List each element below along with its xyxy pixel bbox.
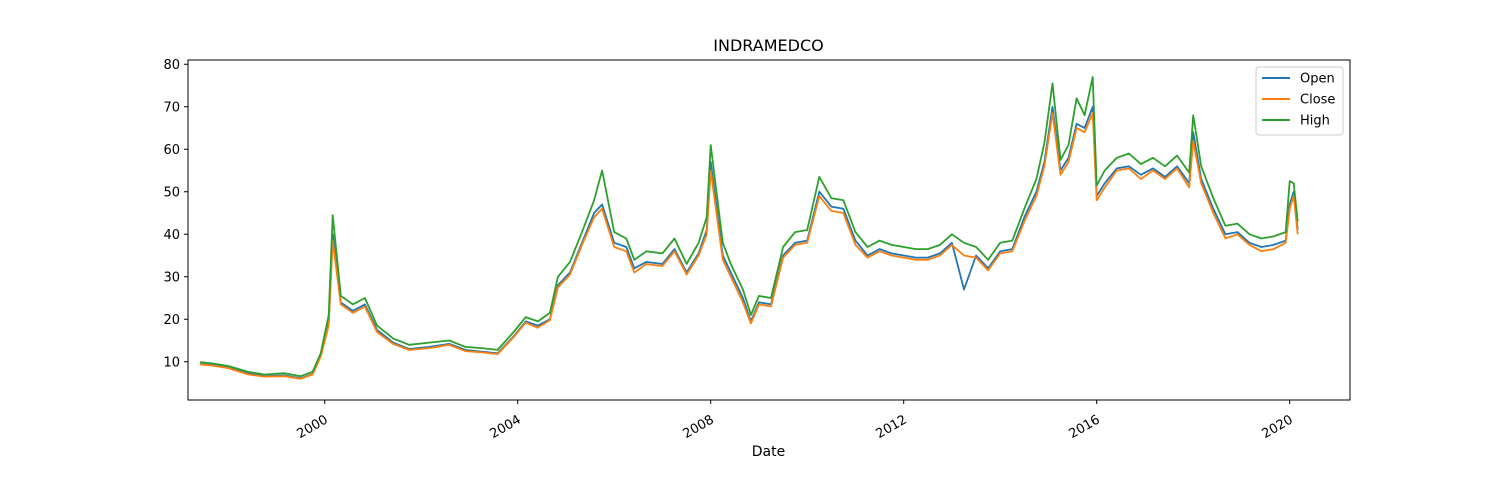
legend-label-high: High [1300, 114, 1330, 129]
series-line-close [200, 112, 1299, 380]
y-tick-label: 40 [163, 228, 180, 243]
legend-label-open: Open [1300, 72, 1335, 87]
x-tick-label: 2020 [1260, 412, 1296, 442]
legend: Open Close High [1255, 66, 1344, 136]
plot-frame [187, 59, 1351, 401]
series-line-open [200, 105, 1299, 380]
y-tick-label: 80 [163, 58, 180, 73]
y-tick-label: 60 [163, 143, 180, 158]
x-axis: 2000 2004 2008 2012 2016 2020 [295, 400, 1296, 442]
x-tick-label: 2000 [295, 412, 331, 442]
x-axis-label: Date [752, 444, 785, 460]
y-axis: 10 20 30 40 50 60 70 80 [163, 58, 188, 370]
y-tick-label: 20 [163, 313, 180, 328]
y-tick-label: 30 [163, 270, 180, 285]
x-tick-label: 2012 [874, 412, 910, 442]
x-tick-label: 2004 [488, 412, 524, 442]
legend-box [1255, 66, 1344, 136]
y-tick-label: 70 [163, 100, 180, 115]
x-tick-label: 2008 [681, 412, 717, 442]
legend-label-close: Close [1300, 93, 1335, 108]
x-tick-label: 2016 [1067, 412, 1103, 442]
series-line-high [200, 76, 1299, 378]
y-tick-label: 50 [163, 185, 180, 200]
y-tick-label: 10 [163, 355, 180, 370]
plot-area [200, 76, 1299, 380]
chart-title: INDRAMEDCO [713, 36, 823, 55]
